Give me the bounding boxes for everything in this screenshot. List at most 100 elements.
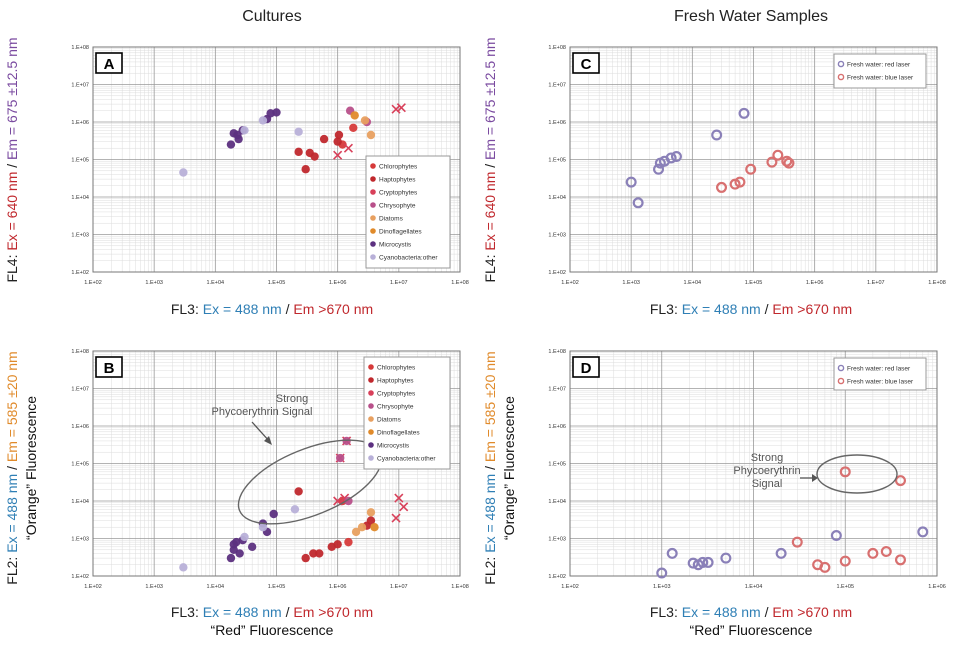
axis-labels: FL4: Ex = 640 nm / Em = 675 ±12.5 nm FL4:… xyxy=(4,37,852,638)
x-tick-label: 1.E+08 xyxy=(451,584,469,590)
arrow-head xyxy=(812,474,818,482)
data-point xyxy=(315,549,324,558)
legend-label: Chrysophyte xyxy=(377,403,414,410)
data-point xyxy=(666,547,678,559)
y-tick-label: 1.E+05 xyxy=(548,158,566,164)
legend-label: Microcystis xyxy=(379,241,412,248)
highlight-ellipse xyxy=(816,454,898,494)
y-tick-label: 1.E+02 xyxy=(71,270,89,276)
y-tick-label: 1.E+08 xyxy=(548,45,566,51)
panel-b: 1.E+02 1.E+03 1.E+04 1.E+05 1.E+06 1.E+07 1.E+… xyxy=(71,349,468,590)
legend: Chlorophytes Haptophytes Cryptophytes Chrys… xyxy=(365,155,451,269)
legend-marker xyxy=(837,377,845,385)
data-point xyxy=(247,542,257,552)
legend-marker xyxy=(368,390,374,396)
legend-marker xyxy=(370,163,376,169)
x-axis-label-c: FL3: Ex = 488 nm / Em >670 nm xyxy=(650,301,852,317)
y-tick-label: 1.E+08 xyxy=(548,349,566,355)
data-point xyxy=(711,129,723,141)
panel-letter: A xyxy=(104,56,115,73)
x-tick-label: 1.E+06 xyxy=(329,280,347,286)
data-point xyxy=(269,509,278,519)
data-point xyxy=(625,176,637,188)
x-tick-label: 1.E+04 xyxy=(745,584,763,590)
legend-label: Diatoms xyxy=(379,215,404,222)
data-point xyxy=(301,553,310,563)
data-point xyxy=(839,466,851,478)
legend-marker xyxy=(368,455,374,461)
data-point xyxy=(391,104,401,114)
x-axis-label-a: FL3: Ex = 488 nm / Em >670 nm xyxy=(171,301,373,317)
x-tick-label: 1.E+03 xyxy=(622,280,640,286)
legend-label: Fresh water: blue laser xyxy=(847,378,914,385)
x-tick-label: 1.E+05 xyxy=(268,584,286,590)
data-point xyxy=(819,561,831,573)
data-point xyxy=(179,168,188,177)
data-point xyxy=(880,546,892,558)
annotation-text: Signal xyxy=(752,478,783,490)
data-point xyxy=(349,123,358,133)
panel-d: 1.E+02 1.E+03 1.E+04 1.E+05 1.E+06 1.E+02 1.E+… xyxy=(548,349,945,590)
data-point xyxy=(226,553,236,563)
y-tick-label: 1.E+04 xyxy=(71,195,89,201)
column-title-cultures: Cultures xyxy=(242,8,302,25)
annotation-text: Strong xyxy=(276,393,308,405)
legend-marker xyxy=(368,429,374,435)
x-axis-label-d: FL3: Ex = 488 nm / Em >670 nm xyxy=(650,604,852,620)
x-tick-label: 1.E+08 xyxy=(451,280,469,286)
x-tick-label: 1.E+05 xyxy=(836,584,854,590)
legend-marker xyxy=(368,403,374,409)
legend-label: Fresh water: blue laser xyxy=(847,74,914,81)
y-tick-label: 1.E+05 xyxy=(71,158,89,164)
legend-label: Microcystis xyxy=(377,442,410,449)
data-point xyxy=(179,563,188,572)
data-point xyxy=(766,156,778,168)
x-tick-label: 1.E+04 xyxy=(684,280,702,286)
legend-marker xyxy=(370,254,376,260)
panel-letter: D xyxy=(581,360,592,377)
x-tick-label: 1.E+02 xyxy=(561,280,579,286)
data-point xyxy=(335,453,345,463)
data-point xyxy=(333,540,342,549)
y-axis-sublabel-d: “Orange” Fluorescence xyxy=(501,396,517,540)
legend-marker xyxy=(837,73,845,81)
data-point xyxy=(290,505,300,514)
data-point xyxy=(783,157,795,169)
panel-letter: C xyxy=(581,56,592,73)
legend-label: Cyanobacteria:other xyxy=(377,455,436,462)
legend-label: Diatoms xyxy=(377,416,402,423)
y-tick-label: 1.E+04 xyxy=(71,499,89,505)
x-tick-label: 1.E+02 xyxy=(84,584,102,590)
legend-label: Haptophytes xyxy=(377,377,414,384)
data-point xyxy=(396,103,406,113)
data-point xyxy=(772,149,784,161)
data-point xyxy=(781,155,793,167)
y-axis-label-a: FL4: Ex = 640 nm / Em = 675 ±12.5 nm xyxy=(4,37,20,282)
data-point xyxy=(360,116,370,125)
y-tick-label: 1.E+06 xyxy=(548,120,566,126)
data-point xyxy=(333,137,342,146)
legend-label: Fresh water: red laser xyxy=(847,365,911,372)
panel-letter-box xyxy=(95,356,123,378)
y-tick-label: 1.E+08 xyxy=(71,45,89,51)
legend-marker xyxy=(370,202,376,208)
data-point xyxy=(258,116,268,125)
legend-marker xyxy=(368,442,374,448)
legend: Chlorophytes Haptophytes Cryptophytes Chrys… xyxy=(363,356,451,470)
data-point xyxy=(917,526,929,538)
data-point xyxy=(394,493,404,503)
x-tick-label: 1.E+07 xyxy=(390,584,408,590)
y-tick-label: 1.E+06 xyxy=(548,424,566,430)
y-tick-label: 1.E+08 xyxy=(71,349,89,355)
y-tick-label: 1.E+03 xyxy=(548,233,566,239)
legend-marker xyxy=(368,416,374,422)
data-point xyxy=(229,540,238,549)
x-tick-label: 1.E+04 xyxy=(207,280,225,286)
arrow-head xyxy=(264,436,272,445)
x-tick-label: 1.E+02 xyxy=(561,584,579,590)
data-point xyxy=(301,165,310,174)
legend-label: Cryptophytes xyxy=(379,189,418,196)
data-point xyxy=(702,556,714,568)
x-axis-sublabel-b: “Red” Fluorescence xyxy=(211,622,334,638)
